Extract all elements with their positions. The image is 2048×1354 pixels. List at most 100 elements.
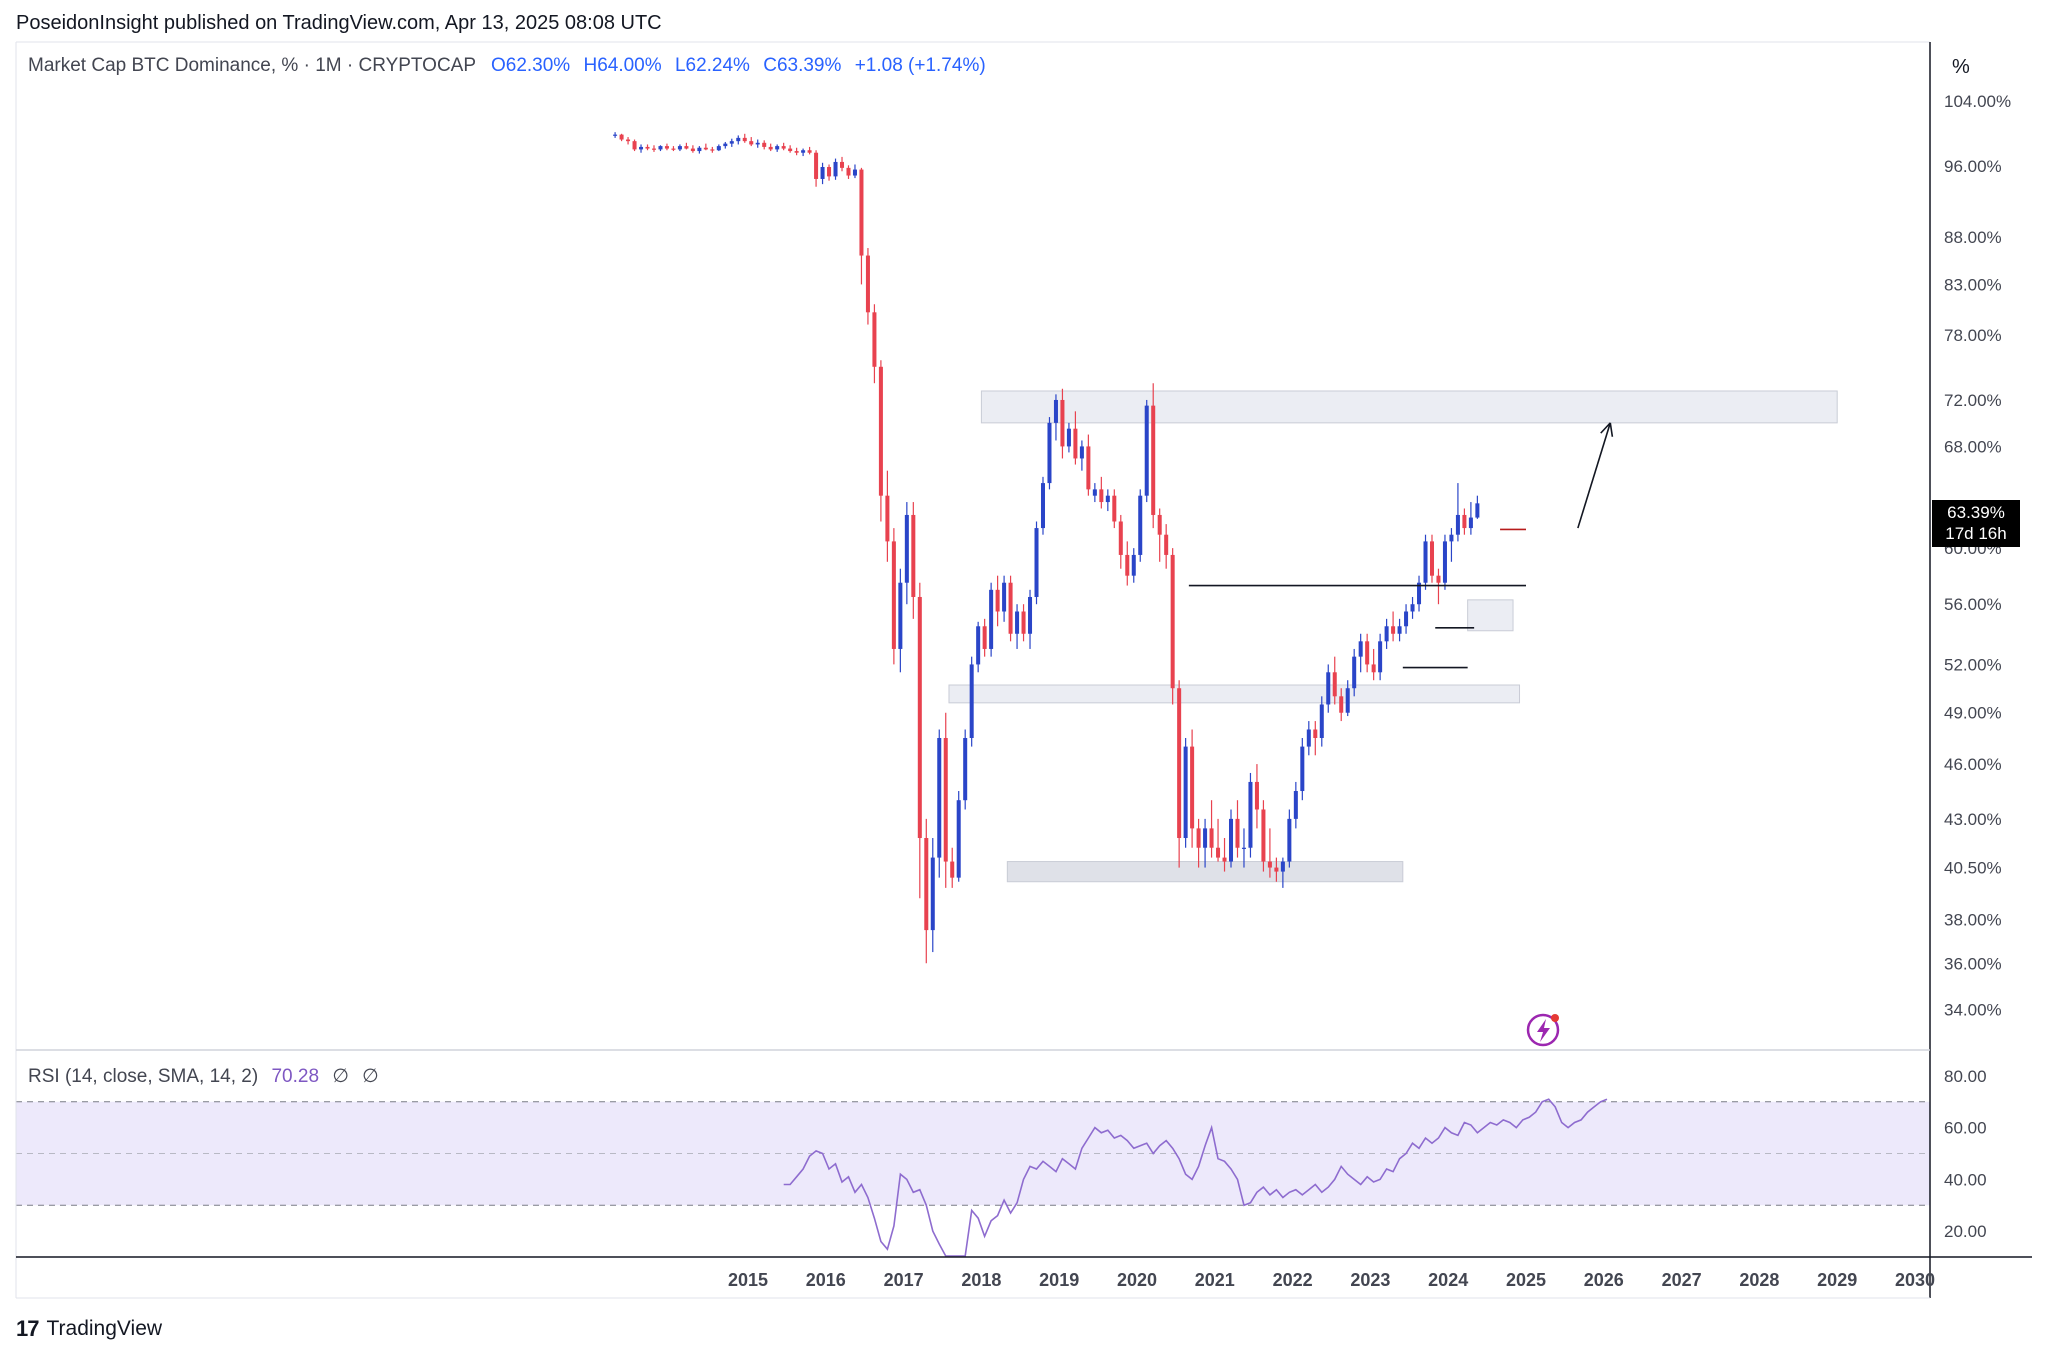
price-tick-label: 56.00%	[1944, 595, 2002, 614]
candle	[1306, 721, 1311, 756]
rsi-na-1: ∅	[332, 1066, 349, 1087]
price-tick-label: 96.00%	[1944, 157, 2002, 176]
brand-name: TradingView	[46, 1317, 163, 1340]
time-tick-label: 2025	[1506, 1270, 1546, 1290]
time-tick-label: 2024	[1428, 1270, 1468, 1290]
price-tick-label: 52.00%	[1944, 655, 2002, 674]
candle	[898, 568, 903, 673]
rsi-na-2: ∅	[362, 1066, 379, 1087]
candle	[937, 729, 942, 878]
candle	[976, 621, 981, 673]
candle	[1190, 729, 1195, 848]
time-tick-label: 2016	[806, 1270, 846, 1290]
candle	[807, 146, 812, 155]
candle	[1352, 648, 1357, 697]
zone-box-3	[1467, 599, 1514, 632]
candle	[839, 156, 845, 172]
rsi-legend: RSI (14, close, SMA, 14, 2) 70.28 ∅ ∅	[28, 1065, 379, 1088]
ohlc-change: +1.08 (+1.74%)	[854, 55, 986, 76]
snapshot-lightning-icon[interactable]	[1526, 1013, 1560, 1047]
price-tick-label: 104.00%	[1944, 92, 2011, 111]
ohlc-high: H64.00%	[583, 55, 662, 76]
candle	[1293, 781, 1298, 829]
candle	[1313, 721, 1318, 756]
candle	[827, 164, 832, 181]
candle	[1410, 596, 1415, 619]
candle	[749, 137, 754, 147]
candle	[1404, 604, 1409, 634]
bar-countdown: 17d 16h	[1945, 524, 2007, 543]
candle	[1015, 604, 1020, 649]
candle	[846, 165, 851, 179]
candle	[1028, 589, 1033, 649]
candle	[1203, 818, 1208, 868]
candle	[891, 528, 896, 665]
candle	[1151, 383, 1156, 529]
candle	[956, 791, 961, 882]
candle	[684, 142, 689, 150]
price-tick-label: 38.00%	[1944, 910, 2002, 929]
candle	[716, 144, 721, 152]
projection-arrow-head	[1600, 422, 1611, 434]
candle	[690, 145, 695, 153]
candle	[1092, 483, 1097, 503]
price-tick-label: 83.00%	[1944, 275, 2002, 294]
candle	[820, 162, 825, 185]
candle	[911, 502, 916, 619]
candle	[1144, 399, 1149, 503]
candle	[762, 140, 767, 150]
candle	[1391, 611, 1396, 642]
candle	[1449, 528, 1454, 562]
candle	[1125, 541, 1130, 586]
price-tick-label: 36.00%	[1944, 954, 2002, 973]
candle	[872, 304, 877, 384]
zone-box-0	[980, 390, 1838, 424]
price-tick-label: 72.00%	[1944, 391, 2002, 410]
candle	[1384, 618, 1389, 649]
tradingview-brand[interactable]: 17 TradingView	[16, 1316, 162, 1342]
candle	[995, 575, 1000, 627]
candle	[723, 141, 728, 149]
candle	[1040, 476, 1046, 535]
candle	[788, 145, 793, 153]
candle	[775, 144, 780, 152]
candle	[1280, 857, 1285, 888]
candle	[1112, 489, 1117, 529]
rsi-title[interactable]: RSI (14, close, SMA, 14, 2)	[28, 1066, 259, 1087]
candle	[1099, 476, 1104, 509]
candle	[1066, 422, 1071, 453]
candle	[1423, 534, 1428, 590]
candle	[1034, 521, 1039, 605]
ohlc-low: L62.24%	[674, 55, 750, 76]
candle	[814, 150, 819, 187]
candle	[1429, 534, 1435, 583]
candle	[1079, 440, 1084, 471]
time-tick-label: 2021	[1195, 1270, 1235, 1290]
candle	[878, 360, 883, 522]
rsi-tick-label: 40.00	[1944, 1170, 1987, 1189]
price-tick-label: 43.00%	[1944, 810, 2002, 829]
candle	[1021, 604, 1026, 642]
candle	[885, 470, 890, 562]
candle	[658, 145, 663, 152]
candle	[697, 146, 702, 154]
last-price: 63.39%	[1947, 503, 2005, 522]
candle	[619, 133, 624, 142]
candle	[1442, 534, 1447, 590]
candle	[1228, 809, 1234, 868]
candle	[1455, 483, 1460, 542]
symbol-title[interactable]: Market Cap BTC Dominance, % · 1M · CRYPT…	[28, 55, 476, 76]
candle	[1209, 800, 1214, 858]
scale-unit-button[interactable]: %	[1952, 56, 1970, 78]
price-tick-label: 46.00%	[1944, 755, 2002, 774]
candle	[982, 618, 987, 657]
price-tick-label: 78.00%	[1944, 326, 2002, 345]
candle	[1047, 417, 1052, 490]
candle	[1345, 680, 1350, 717]
candle	[1468, 502, 1473, 535]
candle	[664, 143, 669, 151]
candle	[1267, 828, 1272, 878]
candle	[1261, 800, 1266, 872]
candle	[969, 656, 974, 747]
